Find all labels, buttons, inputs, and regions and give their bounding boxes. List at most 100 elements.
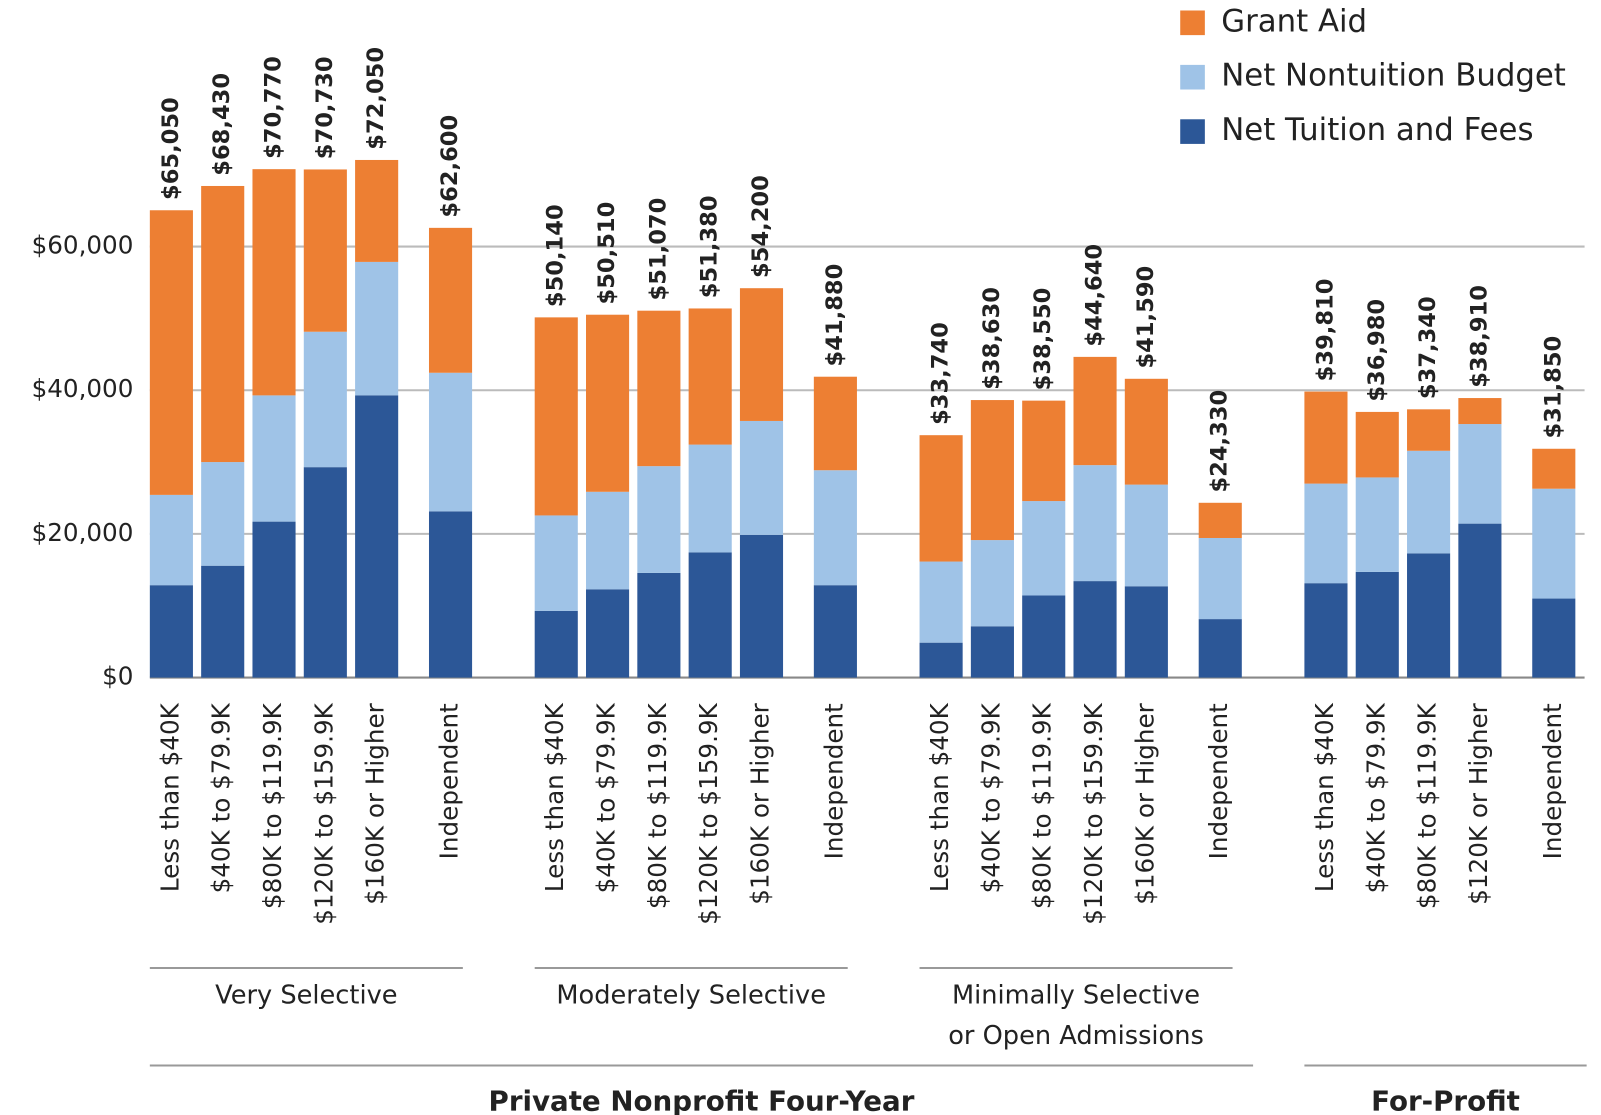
total-label: $38,910: [1466, 285, 1492, 388]
x-tick-label: $160K or Higher: [361, 702, 390, 904]
total-label: $50,510: [594, 202, 620, 305]
total-label: $54,200: [748, 175, 774, 278]
bar-segment: [149, 210, 193, 495]
bar-segment: [970, 626, 1014, 678]
x-tick-label: $160K or Higher: [746, 702, 775, 904]
bar-segment: [201, 565, 245, 678]
bar-segment: [1304, 583, 1348, 678]
y-tick-label: $20,000: [32, 518, 134, 547]
bar-segment: [303, 467, 347, 678]
x-tick-label: $40K to $79.9K: [976, 702, 1005, 893]
total-label: $41,590: [1133, 266, 1159, 369]
bar-segment: [739, 420, 784, 535]
group-label: Very Selective: [215, 981, 397, 1011]
y-tick-label: $0: [102, 662, 133, 691]
x-tick-label: Less than $40K: [540, 702, 569, 892]
x-tick-label: $120K to $159.9K: [1079, 702, 1108, 924]
bar-segment: [1198, 502, 1242, 538]
bar-segment: [970, 540, 1014, 627]
bar-segment: [1407, 553, 1451, 678]
legend-swatch: [1180, 119, 1205, 144]
bar-segment: [1355, 477, 1399, 572]
x-tick-label: $40K to $79.9K: [1361, 702, 1390, 893]
bar-segment: [1532, 598, 1576, 678]
bar-segment: [534, 317, 578, 516]
group-label: Moderately Selective: [556, 981, 826, 1011]
bar-segment: [637, 310, 681, 467]
bar-segment: [813, 585, 857, 678]
x-tick-label: Independent: [819, 703, 848, 859]
x-tick-label: Independent: [1204, 703, 1233, 859]
total-label: $51,380: [697, 195, 723, 298]
bar-segment: [201, 462, 245, 566]
bar-segment: [970, 400, 1014, 541]
bar-segment: [149, 585, 193, 678]
bar-segment: [1458, 424, 1502, 524]
x-tick-label: $40K to $79.9K: [592, 702, 621, 893]
total-label: $51,070: [645, 198, 671, 301]
bar-segment: [303, 169, 347, 332]
legend-label: Net Nontuition Budget: [1221, 58, 1566, 94]
x-tick-label: $80K to $119.9K: [258, 702, 287, 909]
total-label: $65,050: [158, 97, 184, 200]
bar-segment: [1022, 400, 1066, 502]
bar-segment: [149, 494, 193, 586]
group-label: or Open Admissions: [948, 1021, 1204, 1051]
bar-segment: [919, 435, 963, 562]
bar-segment: [813, 470, 857, 586]
bar-segment: [1532, 488, 1576, 599]
bar-segment: [1407, 409, 1451, 451]
bar-segment: [1304, 391, 1348, 484]
section-label: For-Profit: [1371, 1084, 1520, 1115]
bar-segment: [586, 491, 630, 590]
bar-segment: [688, 308, 732, 445]
bar-segment: [1073, 465, 1117, 582]
bar-segment: [1124, 484, 1168, 587]
bar-segment: [1073, 581, 1117, 678]
total-label: $62,600: [437, 115, 463, 218]
bar-segment: [637, 466, 681, 573]
bar-segment: [252, 395, 296, 522]
x-tick-label: Independent: [435, 703, 464, 859]
bar-segment: [813, 376, 857, 471]
bar-segment: [1355, 571, 1399, 678]
bar-segment: [586, 589, 630, 678]
bar-segment: [1355, 411, 1399, 478]
total-label: $68,430: [209, 73, 235, 176]
bar-segment: [1458, 398, 1502, 425]
bar-segment: [534, 515, 578, 611]
total-label: $31,850: [1540, 336, 1566, 439]
bar-segment: [1304, 483, 1348, 584]
total-label: $38,550: [1030, 288, 1056, 391]
x-tick-label: $120K or Higher: [1464, 702, 1493, 904]
x-tick-label: Less than $40K: [155, 702, 184, 892]
total-label: $37,340: [1415, 296, 1441, 399]
bar-segment: [739, 534, 784, 678]
x-tick-label: $40K to $79.9K: [207, 702, 236, 893]
bar-segment: [303, 331, 347, 468]
legend-label: Grant Aid: [1221, 3, 1367, 39]
x-tick-label: $80K to $119.9K: [1413, 702, 1442, 909]
bar-segment: [688, 552, 732, 678]
bar-segment: [1407, 450, 1451, 554]
bar-segment: [919, 561, 963, 643]
x-tick-label: $80K to $119.9K: [643, 702, 672, 909]
bar-segment: [428, 372, 473, 512]
total-label: $41,880: [822, 264, 848, 367]
bar-segment: [1124, 586, 1168, 678]
total-label: $36,980: [1364, 299, 1390, 402]
bar-segment: [252, 169, 296, 396]
legend-label: Net Tuition and Fees: [1221, 112, 1533, 148]
x-tick-label: Less than $40K: [925, 702, 954, 892]
bar-segment: [1198, 619, 1242, 678]
total-label: $70,770: [261, 56, 287, 159]
x-tick-label: $120K to $159.9K: [309, 702, 338, 924]
bar-segment: [688, 444, 732, 553]
y-tick-label: $60,000: [32, 231, 134, 260]
bar-segment: [1022, 595, 1066, 678]
x-tick-label: Less than $40K: [1310, 702, 1339, 892]
bar-segment: [428, 511, 473, 678]
bar-segment: [252, 521, 296, 678]
bar-segment: [355, 159, 399, 262]
x-tick-label: $120K to $159.9K: [694, 702, 723, 924]
